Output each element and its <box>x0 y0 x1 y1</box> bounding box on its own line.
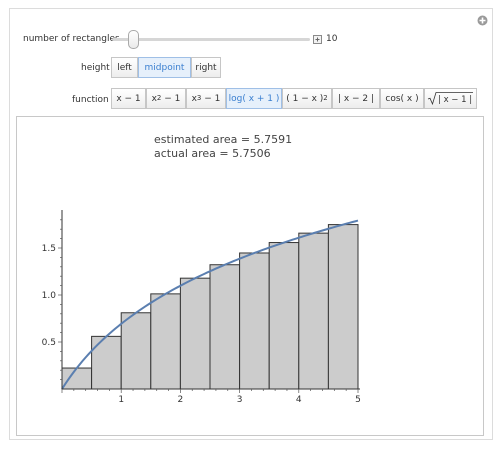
rectangles-slider-track[interactable] <box>112 38 310 41</box>
height-midpoint-button[interactable]: midpoint <box>138 57 191 78</box>
plus-icon[interactable] <box>477 15 488 26</box>
actual-area-text: actual area = 5.7506 <box>154 147 271 160</box>
svg-text:| x − 1 |: | x − 1 | <box>438 95 472 105</box>
function-abs-x-minus-2-button[interactable]: | x − 2 | <box>332 88 380 109</box>
rectangles-value: 10 <box>326 34 338 44</box>
rectangles-slider-thumb[interactable] <box>128 30 139 49</box>
function-cos-x-button[interactable]: cos( x ) <box>380 88 424 109</box>
function-log-x-plus-1-button[interactable]: log( x + 1 ) <box>226 88 282 109</box>
expand-controls-icon[interactable] <box>313 35 322 44</box>
rectangles-label: number of rectangles <box>23 34 120 44</box>
estimated-area-text: estimated area = 5.7591 <box>154 133 293 146</box>
function-label: function <box>72 95 109 105</box>
height-right-button[interactable]: right <box>191 57 221 78</box>
height-label: height <box>81 63 110 73</box>
function-sqrt-abs-x-minus-1-button[interactable]: | x − 1 | <box>424 88 477 109</box>
function-x-minus-1-button[interactable]: x − 1 <box>111 88 146 109</box>
function-1-minus-x-squared-button[interactable]: ( 1 − x ) 2 <box>282 88 332 109</box>
plot-area <box>16 116 484 436</box>
sqrt-abs-x-minus-1-glyph: | x − 1 | <box>427 92 473 106</box>
height-left-button[interactable]: left <box>111 57 138 78</box>
